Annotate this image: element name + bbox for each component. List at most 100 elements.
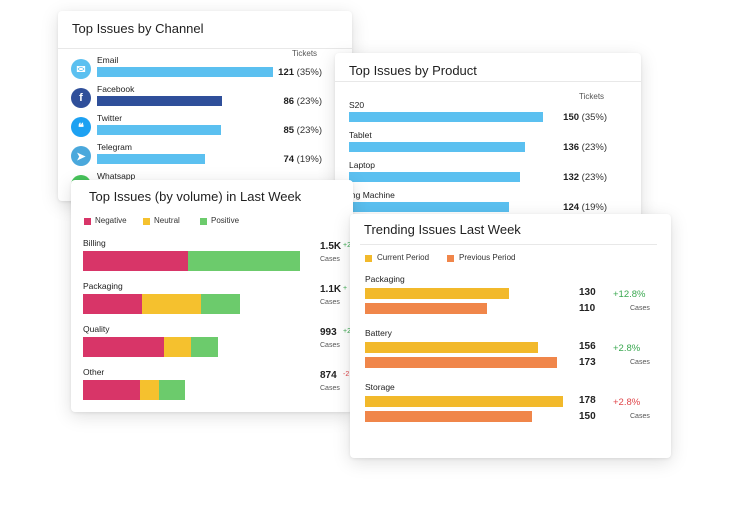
channel-card-divider xyxy=(58,48,352,49)
trending-current-bar xyxy=(365,342,538,353)
legend-current-period-label: Current Period xyxy=(377,253,430,262)
trending-cases-label: Cases xyxy=(630,305,650,312)
product-card-divider xyxy=(335,81,641,82)
volume-segment-negative xyxy=(83,380,140,400)
product-label: S20 xyxy=(349,100,365,110)
trending-previous-value: 150 xyxy=(579,411,596,422)
channel-bar xyxy=(97,67,273,77)
product-bar xyxy=(349,142,525,152)
product-percent: (35%) xyxy=(579,112,607,123)
product-value: 124 (19%) xyxy=(563,202,607,213)
telegram-icon: ➤ xyxy=(71,146,91,166)
channel-bar xyxy=(97,125,221,135)
volume-segment-negative xyxy=(83,337,164,357)
product-value: 132 (23%) xyxy=(563,172,607,183)
volume-cases-label: Cases xyxy=(320,256,340,263)
volume-total: 993 xyxy=(320,327,337,338)
volume-label: Other xyxy=(83,367,105,377)
channel-label: Telegram xyxy=(97,142,132,152)
volume-label: Billing xyxy=(83,238,106,248)
product-bar xyxy=(349,172,520,182)
volume-segment-negative xyxy=(83,294,142,314)
volume-total: 1.1K xyxy=(320,284,342,295)
channel-count: 85 xyxy=(283,125,295,136)
channel-percent: (23%) xyxy=(294,96,322,107)
product-label: Tablet xyxy=(349,130,372,140)
trending-card-title: Trending Issues Last Week xyxy=(364,222,521,237)
channel-count: 86 xyxy=(283,96,295,107)
channel-value: 86 (23%) xyxy=(283,96,322,107)
channel-label: Whatsapp xyxy=(97,171,136,181)
volume-segment-positive xyxy=(159,380,185,400)
product-count: 136 xyxy=(563,142,580,153)
product-value: 136 (23%) xyxy=(563,142,607,153)
volume-card-title: Top Issues (by volume) in Last Week xyxy=(89,189,302,204)
trending-card: Trending Issues Last Week Current Period… xyxy=(350,214,671,458)
channel-percent: (19%) xyxy=(294,154,322,165)
volume-segment-neutral xyxy=(164,337,191,357)
trending-previous-value: 173 xyxy=(579,357,596,368)
volume-segment-neutral xyxy=(140,380,159,400)
channel-label: Facebook xyxy=(97,84,135,94)
trending-previous-bar xyxy=(365,357,557,368)
trending-current-value: 130 xyxy=(579,287,596,298)
legend-previous-period-label: Previous Period xyxy=(459,253,516,262)
channel-bar xyxy=(97,96,222,106)
channel-percent: (23%) xyxy=(294,125,322,136)
volume-total: 1.5K xyxy=(320,241,342,252)
legend-positive-label: Positive xyxy=(211,216,240,225)
legend-neutral-swatch xyxy=(143,218,150,225)
product-count: 124 xyxy=(563,202,580,213)
product-percent: (23%) xyxy=(579,142,607,153)
channel-value: 121 (35%) xyxy=(278,67,322,78)
trending-current-value: 178 xyxy=(579,395,596,406)
channel-count: 74 xyxy=(283,154,295,165)
volume-segment-negative xyxy=(83,251,188,271)
trending-current-value: 156 xyxy=(579,341,596,352)
trending-previous-bar xyxy=(365,411,532,422)
product-bar xyxy=(349,112,543,122)
product-count: 132 xyxy=(563,172,580,183)
channel-label: Twitter xyxy=(97,113,123,123)
volume-segment-positive xyxy=(201,294,240,314)
trending-cases-label: Cases xyxy=(630,359,650,366)
product-percent: (23%) xyxy=(579,172,607,183)
channel-percent: (35%) xyxy=(294,67,322,78)
legend-previous-period-swatch xyxy=(447,255,454,262)
volume-change: + xyxy=(343,285,348,292)
facebook-icon: f xyxy=(71,88,91,108)
trending-cases-label: Cases xyxy=(630,413,650,420)
product-count: 150 xyxy=(563,112,580,123)
volume-total: 874 xyxy=(320,370,337,381)
volume-cases-label: Cases xyxy=(320,299,340,306)
volume-segment-positive xyxy=(188,251,300,271)
channel-label: Email xyxy=(97,55,119,65)
volume-change: +2 xyxy=(343,242,351,249)
volume-segment-neutral xyxy=(142,294,201,314)
channel-count: 121 xyxy=(278,67,295,78)
trending-current-bar xyxy=(365,396,563,407)
product-value: 150 (35%) xyxy=(563,112,607,123)
channel-bar xyxy=(97,154,205,164)
product-card: Top Issues by Product Tickets S20 150 (35… xyxy=(335,53,641,233)
trending-card-divider xyxy=(360,244,657,245)
legend-positive-swatch xyxy=(200,218,207,225)
trending-label: Battery xyxy=(365,328,392,338)
volume-cases-label: Cases xyxy=(320,342,340,349)
product-percent: (19%) xyxy=(579,202,607,213)
product-bar xyxy=(349,202,509,212)
product-card-title: Top Issues by Product xyxy=(349,63,477,78)
trending-change: +12.8% xyxy=(613,289,646,300)
legend-neutral-label: Neutral xyxy=(154,216,180,225)
volume-label: Packaging xyxy=(83,281,123,291)
legend-negative-label: Negative xyxy=(95,216,127,225)
legend-current-period-swatch xyxy=(365,255,372,262)
legend-negative-swatch xyxy=(84,218,91,225)
product-label: ing Machine xyxy=(349,190,395,200)
volume-cases-label: Cases xyxy=(320,385,340,392)
channel-card: Top Issues by Channel Tickets ✉ Email 121 … xyxy=(58,11,352,201)
volume-change: -2 xyxy=(343,371,350,378)
twitter-icon: ❝ xyxy=(71,117,91,137)
trending-change: +2.8% xyxy=(613,397,641,408)
volume-change: +2 xyxy=(343,328,351,335)
